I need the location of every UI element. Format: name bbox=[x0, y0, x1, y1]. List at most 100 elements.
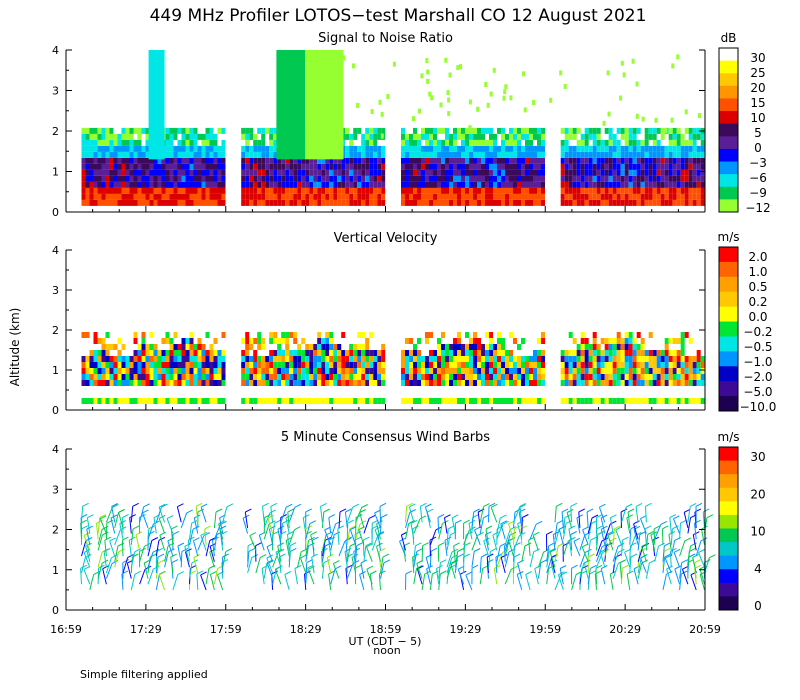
heatmap-cell bbox=[453, 133, 457, 140]
heatmap-cell bbox=[209, 187, 214, 194]
heatmap-cell bbox=[584, 368, 589, 374]
heatmap-cell bbox=[521, 181, 525, 188]
heatmap-cell bbox=[317, 193, 322, 200]
heatmap-cell bbox=[660, 145, 665, 152]
heatmap-cell bbox=[580, 145, 585, 152]
heatmap-cell bbox=[676, 374, 681, 380]
heatmap-cell bbox=[628, 362, 633, 368]
heatmap-cell bbox=[648, 374, 653, 380]
heatmap-cell bbox=[668, 169, 673, 176]
x-tick-label: 16:59 bbox=[50, 623, 82, 636]
wind-barb-feather bbox=[102, 531, 109, 536]
heatmap-cell bbox=[481, 181, 485, 188]
heatmap-cell bbox=[533, 187, 537, 194]
heatmap-cell bbox=[501, 380, 505, 386]
heatmap-cell bbox=[541, 145, 545, 152]
heatmap-cell bbox=[445, 127, 449, 134]
wind-barb bbox=[654, 524, 662, 540]
heatmap-cell bbox=[692, 187, 697, 194]
heatmap-cell bbox=[564, 193, 569, 200]
heatmap-cell bbox=[357, 356, 362, 362]
heatmap-cell bbox=[285, 350, 290, 356]
heatmap-cell bbox=[628, 175, 633, 182]
heatmap-cell bbox=[405, 338, 409, 344]
heatmap-cell bbox=[217, 362, 222, 368]
heatmap-cell bbox=[652, 151, 657, 158]
heatmap-cell bbox=[684, 157, 689, 164]
wind-barb-feather bbox=[664, 553, 671, 558]
heatmap-cell bbox=[349, 151, 354, 158]
heatmap-cell bbox=[700, 175, 705, 182]
heatmap-cell bbox=[648, 332, 653, 338]
heatmap-cell bbox=[580, 133, 585, 140]
heatmap-cell bbox=[429, 133, 433, 140]
heatmap-cell bbox=[333, 380, 338, 386]
heatmap-cell bbox=[85, 139, 90, 146]
wind-barb bbox=[170, 557, 174, 574]
heatmap-cell bbox=[133, 338, 138, 344]
heatmap-cell bbox=[297, 175, 302, 182]
heatmap-cell bbox=[269, 127, 274, 134]
heatmap-cell bbox=[325, 398, 330, 404]
heatmap-cell bbox=[81, 157, 86, 164]
heatmap-cell bbox=[501, 139, 505, 146]
heatmap-cell bbox=[457, 181, 461, 188]
wind-barb bbox=[155, 574, 160, 590]
heatmap-cell bbox=[632, 380, 637, 386]
heatmap-cell bbox=[213, 356, 218, 362]
wind-barb bbox=[479, 556, 482, 574]
heatmap-cell bbox=[245, 193, 250, 200]
wind-barb-feather bbox=[680, 519, 687, 524]
heatmap-cell bbox=[489, 139, 493, 146]
heatmap-cell bbox=[636, 344, 641, 350]
heatmap-cell bbox=[121, 163, 126, 170]
heatmap-cell bbox=[137, 374, 142, 380]
heatmap-cell bbox=[293, 398, 298, 404]
wind-barb-feather bbox=[355, 514, 363, 518]
colorbar-swatch bbox=[719, 291, 738, 308]
heatmap-cell bbox=[445, 163, 449, 170]
wind-barb-feather bbox=[500, 514, 507, 519]
heatmap-cell bbox=[281, 362, 286, 368]
heatmap-cell bbox=[173, 133, 178, 140]
heatmap-cell bbox=[97, 181, 102, 188]
heatmap-cell bbox=[101, 187, 106, 194]
heatmap-cell bbox=[676, 169, 681, 176]
heatmap-cell bbox=[289, 356, 294, 362]
heatmap-cell bbox=[169, 127, 174, 134]
heatmap-cell bbox=[285, 199, 290, 206]
heatmap-cell bbox=[273, 163, 278, 170]
heatmap-cell bbox=[341, 163, 346, 170]
heatmap-cell bbox=[313, 398, 318, 404]
heatmap-cell bbox=[684, 127, 689, 134]
colorbar-swatch bbox=[719, 569, 738, 584]
heatmap-cell bbox=[353, 181, 358, 188]
heatmap-cell bbox=[608, 145, 613, 152]
heatmap-cell bbox=[165, 127, 170, 134]
heatmap-cell bbox=[644, 175, 649, 182]
heatmap-cell bbox=[584, 157, 589, 164]
heatmap-cell bbox=[592, 356, 597, 362]
heatmap-cell bbox=[129, 163, 134, 170]
heatmap-cell bbox=[700, 163, 705, 170]
heatmap-cell bbox=[501, 350, 505, 356]
heatmap-cell bbox=[692, 175, 697, 182]
heatmap-cell bbox=[113, 344, 118, 350]
wind-barb-feather bbox=[267, 514, 275, 519]
wind-barb bbox=[147, 523, 154, 540]
heatmap-cell bbox=[301, 362, 306, 368]
heatmap-cell bbox=[648, 356, 653, 362]
heatmap-cell bbox=[109, 139, 114, 146]
heatmap-cell bbox=[612, 181, 617, 188]
heatmap-cell bbox=[652, 163, 657, 170]
heatmap-cell bbox=[680, 356, 685, 362]
heatmap-cell bbox=[153, 163, 158, 170]
heatmap-cell bbox=[141, 181, 146, 188]
heatmap-cell bbox=[401, 139, 405, 146]
heatmap-cell bbox=[628, 350, 633, 356]
heatmap-cell bbox=[608, 380, 613, 386]
heatmap-cell bbox=[169, 368, 174, 374]
heatmap-cell bbox=[433, 398, 437, 404]
heatmap-cell bbox=[564, 181, 569, 188]
heatmap-cell bbox=[533, 127, 537, 134]
